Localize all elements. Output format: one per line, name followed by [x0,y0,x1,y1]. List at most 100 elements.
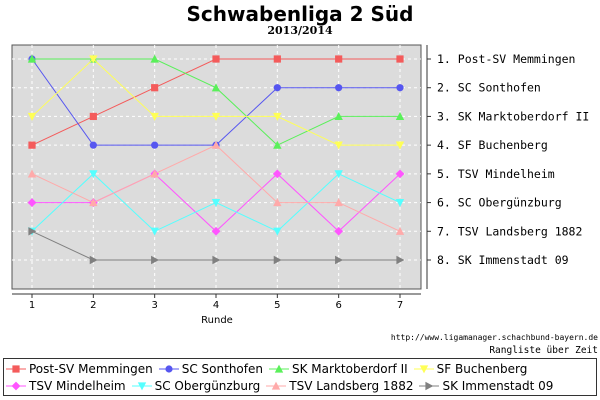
legend-swatch [269,364,289,373]
legend-swatch [131,381,152,390]
legend-label: SF Buchenberg [436,361,528,376]
legend-swatch [413,364,434,373]
legend-marker [272,381,281,390]
data-point [211,198,221,207]
rank-tick-label: 3. SK Marktoberdorf II [437,109,589,123]
data-point [395,141,405,150]
data-point [150,169,159,178]
legend-item: SF Buchenberg [413,360,528,377]
data-point [273,255,282,265]
data-point [273,198,282,207]
rank-tick-label: 2. SC Sonthofen [437,81,541,95]
data-point [212,255,221,265]
data-point [150,227,159,236]
legend-label: SC Sonthofen [181,361,263,376]
legend-label: TSV Landsberg 1882 [289,378,414,393]
legend-marker [419,364,428,373]
x-tick-label: 2 [90,300,96,311]
data-point [273,227,282,236]
data-point [395,112,405,121]
data-point [151,255,160,265]
legend-swatch [158,364,179,373]
series-tsv-landsberg-1882 [27,140,405,235]
rank-tick-label: 8. SK Immenstadt 09 [437,253,569,267]
legend-swatch [266,381,287,390]
data-point [395,198,405,207]
data-point [273,140,282,149]
legend-marker [11,381,21,390]
data-point [334,198,343,207]
data-point [28,227,37,236]
series-sf-buchenberg [27,55,405,150]
legend-marker [274,364,284,373]
data-point [273,112,282,121]
data-point [150,112,159,121]
data-point [89,55,98,64]
data-point [396,255,405,265]
data-point [27,112,37,121]
legend-item: SK Immenstadt 09 [419,377,553,394]
legend-item: SC Sonthofen [158,360,263,377]
rank-tick-label: 6. SC Obergünzburg [437,196,562,210]
data-point [150,54,159,63]
data-point [335,84,343,92]
data-point [273,55,281,63]
rank-tick-label: 1. Post-SV Memmingen [437,52,575,66]
chart-title: Schwabenliga 2 Süd [186,2,414,26]
data-point [211,226,221,236]
legend-item: TSV Landsberg 1882 [266,377,413,394]
rank-tick-label: 5. TSV Mindelheim [437,167,555,181]
data-point [211,83,221,92]
legend-marker [165,364,173,373]
data-point [334,170,343,179]
data-point [89,255,98,265]
x-tick-label: 5 [274,300,280,311]
legend-marker [12,364,20,373]
data-point [211,112,221,121]
data-point [28,141,36,149]
legend-label: SK Marktoberdorf II [292,361,408,376]
data-point [334,141,343,150]
source-url: http://www.ligamanager.schachbund-bayern… [390,333,598,342]
x-tick-label: 1 [29,300,35,311]
x-tick-label: 4 [213,300,219,311]
legend-swatch [6,364,26,373]
legend-swatch [6,381,26,390]
legend-label: SC Obergünzburg [154,378,261,393]
data-point [89,170,98,179]
data-point [396,55,404,63]
data-point [334,112,343,121]
data-point [395,169,405,179]
data-point [396,84,404,92]
data-point [27,54,37,63]
data-point [272,169,282,179]
chart-legend: Post-SV Memmingen SC Sonthofen SK Marktobe… [3,358,597,396]
data-point [151,84,159,92]
legend-label: Post-SV Memmingen [29,361,153,376]
legend-label: TSV Mindelheim [29,378,126,393]
data-point [335,255,344,265]
legend-marker [425,381,434,390]
data-point [335,55,343,63]
rank-tick-label: 4. SF Buchenberg [437,138,548,152]
data-point [211,140,221,149]
data-point [273,84,281,92]
data-point [395,226,405,235]
legend-swatch [419,381,440,390]
data-point [89,141,97,149]
x-tick-label: 7 [397,300,403,311]
legend-item: TSV Mindelheim [6,377,126,394]
legend-item: SK Marktoberdorf II [269,360,408,377]
data-point [89,112,97,121]
data-point [334,226,344,236]
legend-item: Post-SV Memmingen [6,360,153,377]
legend-item: SC Obergünzburg [131,377,261,394]
chart-subtitle: 2013/2014 [267,24,333,37]
legend-marker [137,381,146,390]
x-tick-label: 3 [151,300,157,311]
data-point [212,55,220,63]
data-point [151,141,159,149]
rank-tick-label: 7. TSV Landsberg 1882 [437,224,582,238]
line-chart: 1 2 3 4 5 6 7 1. Post-SV Memmingen 2. SC Sontho… [11,44,589,326]
legend-label: SK Immenstadt 09 [442,378,554,393]
